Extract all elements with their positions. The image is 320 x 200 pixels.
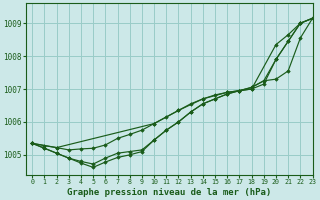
X-axis label: Graphe pression niveau de la mer (hPa): Graphe pression niveau de la mer (hPa) [67, 188, 271, 197]
